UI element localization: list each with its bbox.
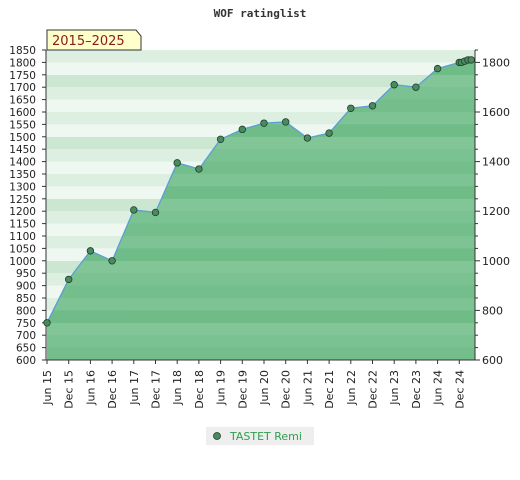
y-left-tick-label: 1700 xyxy=(9,82,36,94)
x-tick-label: Dec 22 xyxy=(367,370,380,409)
y-left-tick-label: 1450 xyxy=(9,144,36,156)
y-left-tick-label: 1850 xyxy=(9,45,36,57)
x-tick-label: Dec 15 xyxy=(63,370,76,409)
data-point xyxy=(347,104,355,112)
y-left-tick-label: 600 xyxy=(16,355,36,367)
data-point xyxy=(86,247,95,255)
data-point xyxy=(325,129,333,137)
markers xyxy=(43,56,475,327)
y-left-tick-label: 1550 xyxy=(9,119,36,131)
y-left-tick-label: 1650 xyxy=(9,95,36,107)
period-badge-text: 2015–2025 xyxy=(52,34,125,49)
y-left-tick-label: 650 xyxy=(16,343,36,355)
data-point xyxy=(260,119,268,127)
x-tick-label: Dec 18 xyxy=(193,370,206,409)
y-left-tick-label: 950 xyxy=(16,268,36,280)
data-point xyxy=(108,257,116,265)
y-left-tick-label: 1800 xyxy=(9,57,36,69)
y-left-tick-label: 1100 xyxy=(9,231,36,243)
x-tick-label: Jun 21 xyxy=(301,370,314,406)
band xyxy=(46,50,475,63)
data-point xyxy=(390,81,398,89)
y-right-tick-label: 1800 xyxy=(482,56,510,69)
data-point xyxy=(238,125,246,134)
x-tick-label: Jun 18 xyxy=(171,370,184,406)
x-tick-label: Dec 20 xyxy=(280,370,293,409)
y-left-tick-label: 1000 xyxy=(9,256,36,268)
data-point xyxy=(467,56,475,64)
y-left-tick-label: 1500 xyxy=(9,132,36,144)
x-tick-label: Jun 19 xyxy=(215,370,228,406)
data-point xyxy=(173,159,181,167)
data-point xyxy=(368,102,377,110)
band xyxy=(46,87,475,100)
y-left-tick-label: 850 xyxy=(16,293,36,305)
x-tick-label: Jun 15 xyxy=(41,370,54,406)
y-left-tick-label: 700 xyxy=(16,330,36,342)
y-left-tick-label: 1600 xyxy=(9,107,36,119)
x-tick-label: Dec 17 xyxy=(150,370,163,409)
data-point xyxy=(195,165,203,173)
y-right-tick-label: 1200 xyxy=(482,205,510,218)
x-tick-label: Jun 20 xyxy=(258,370,271,406)
legend-marker-icon xyxy=(213,432,221,440)
legend: TASTET Remi xyxy=(206,427,314,445)
y-left-tick-label: 1400 xyxy=(9,157,36,169)
data-point xyxy=(282,118,290,126)
y-left-tick-label: 900 xyxy=(16,281,36,293)
data-point xyxy=(412,83,420,91)
data-point xyxy=(433,64,442,73)
x-tick-label: Dec 19 xyxy=(236,370,249,409)
y-left-tick-label: 1200 xyxy=(9,206,36,218)
data-point xyxy=(151,208,160,217)
x-tick-label: Dec 24 xyxy=(453,370,466,409)
y-right-tick-label: 1000 xyxy=(482,255,510,268)
x-tick-label: Dec 16 xyxy=(106,370,119,409)
data-point xyxy=(303,134,312,142)
y-left-tick-label: 1750 xyxy=(9,70,36,82)
data-point xyxy=(130,206,138,214)
data-point xyxy=(216,135,225,143)
x-tick-label: Jun 24 xyxy=(432,370,445,406)
y-left-tick-label: 1250 xyxy=(9,194,36,206)
y-left-tick-label: 1300 xyxy=(9,181,36,193)
y-left-tick-label: 1050 xyxy=(9,243,36,255)
y-right-tick-label: 800 xyxy=(482,304,503,317)
band xyxy=(46,62,475,75)
x-tick-label: Jun 23 xyxy=(388,370,401,406)
y-left-tick-label: 1150 xyxy=(9,219,36,231)
y-right-tick-label: 1400 xyxy=(482,156,510,169)
period-badge: 2015–2025 xyxy=(46,29,142,51)
x-tick-label: Jun 16 xyxy=(84,370,97,406)
x-tick-label: Jun 22 xyxy=(345,370,358,406)
data-point xyxy=(64,275,73,284)
y-left-tick-label: 750 xyxy=(16,318,36,330)
data-point xyxy=(43,319,51,327)
y-left-tick-label: 800 xyxy=(16,305,36,317)
legend-label: TASTET Remi xyxy=(229,430,302,443)
chart-title: WOF ratinglist xyxy=(214,7,307,20)
x-tick-label: Dec 23 xyxy=(410,370,423,409)
y-right-tick-label: 600 xyxy=(482,354,503,367)
y-left-tick-label: 1350 xyxy=(9,169,36,181)
x-tick-label: Dec 21 xyxy=(323,370,336,409)
x-tick-label: Jun 17 xyxy=(128,370,141,406)
band xyxy=(46,74,475,88)
y-right-tick-label: 1600 xyxy=(482,106,510,119)
